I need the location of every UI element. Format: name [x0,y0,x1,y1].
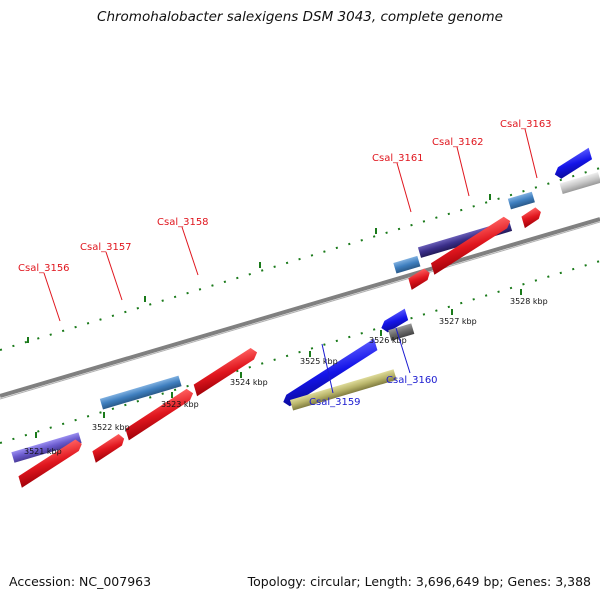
tick-marks [27,194,522,438]
gene-steel-3163[interactable] [507,191,535,210]
gene-label-csal-3156[interactable]: Csal_3156 [18,263,70,274]
gene-label-csal-3161[interactable]: Csal_3161 [372,153,424,164]
tick-label-3527: 3527 kbp [439,317,477,326]
gene-label-csal-3162[interactable]: Csal_3162 [432,137,484,148]
tick-label-3521: 3521 kbp [24,447,62,456]
gene-gray-3160[interactable] [388,323,415,341]
gene-label-csal-3160[interactable]: Csal_3160 [386,375,438,386]
genome-summary-text: Topology: circular; Length: 3,696,649 bp… [247,574,591,589]
tick-label-3523: 3523 kbp [161,400,199,409]
gene-red-arrow-3161[interactable] [407,267,433,290]
gene-label-csal-3159[interactable]: Csal_3159 [309,397,361,408]
gene-red-arrow-3163[interactable] [520,206,544,229]
gene-red-arrow-3156[interactable] [90,433,129,463]
gene-purple-left[interactable] [11,432,82,463]
accession-text: Accession: NC_007963 [9,574,152,589]
genome-backbone [0,217,600,398]
upper-dotted-track [0,167,600,351]
gene-silver-right[interactable] [559,172,600,195]
tick-label-3526: 3526 kbp [369,336,407,345]
gene-steel-3161[interactable] [393,255,421,274]
gene-label-csal-3158[interactable]: Csal_3158 [157,217,209,228]
gene-red-arrow-3157[interactable] [119,387,200,441]
gene-khaki-3159[interactable] [289,369,397,411]
gene-steel-3157[interactable] [99,375,182,410]
tick-label-3528: 3528 kbp [510,297,548,306]
gene-blue-arrow-3159[interactable] [273,338,385,408]
gene-label-csal-3163[interactable]: Csal_3163 [500,119,552,130]
lower-dotted-track [0,260,600,444]
gene-label-csal-3157[interactable]: Csal_3157 [80,242,132,253]
map-title: Chromohalobacter salexigens DSM 3043, co… [97,9,503,25]
blue-leaders [321,327,411,394]
tick-label-3525: 3525 kbp [300,357,338,366]
tick-label-3524: 3524 kbp [230,378,268,387]
gene-blue-arrow-right[interactable] [550,147,595,180]
gene-red-arrow-1[interactable] [13,438,89,488]
gene-blue-arrow-3160[interactable] [378,308,410,334]
red-leaders [43,128,538,322]
genome-backbone-shadow [0,221,600,400]
gene-red-arrow-3162[interactable] [424,215,519,275]
tick-label-3522: 3522 kbp [92,423,130,432]
gene-red-arrow-3158[interactable] [188,347,264,397]
